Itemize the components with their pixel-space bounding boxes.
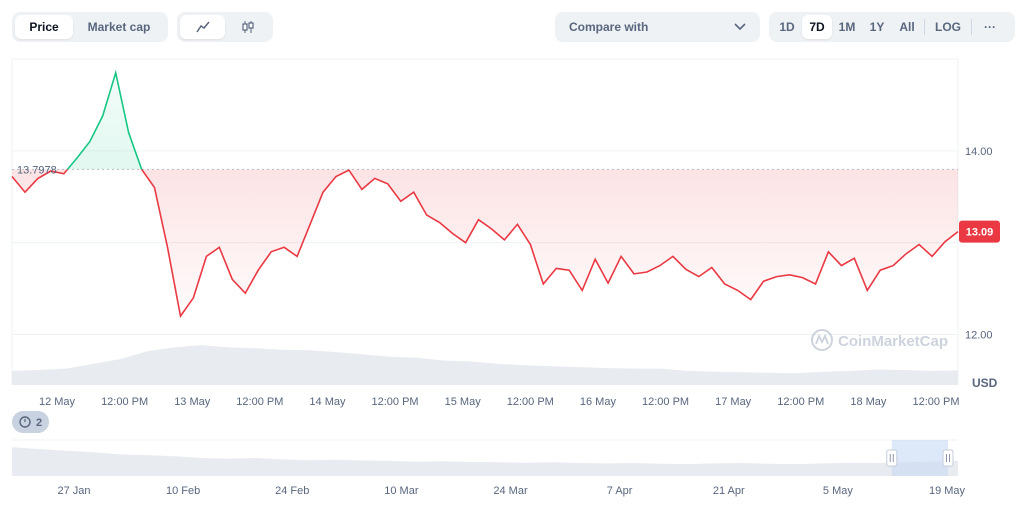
navigator-tick-label: 24 Feb (275, 485, 309, 497)
navigator-tick-label: 10 Mar (384, 485, 419, 497)
navigator-tick-label: 19 May (929, 485, 966, 497)
coinmarketcap-watermark: CoinMarketCap (811, 329, 948, 351)
navigator-handle[interactable] (886, 449, 898, 467)
x-tick-label: 13 May (174, 396, 211, 408)
range-all-button[interactable]: All (899, 20, 915, 34)
navigator-tick-label: 10 Feb (166, 485, 200, 497)
y-axis-unit: USD (972, 376, 998, 390)
price-line-below-baseline (11, 169, 959, 319)
log-scale-button[interactable]: LOG (935, 20, 961, 34)
y-tick-label: 12.00 (965, 329, 993, 341)
more-options-button[interactable]: ··· (984, 20, 996, 34)
x-tick-label: 18 May (850, 396, 887, 408)
navigator-x-axis-labels: 27 Jan 10 Feb 24 Feb 10 Mar 24 Mar 7 Apr 21 Ap… (57, 485, 965, 497)
events-badge: 2 (12, 411, 49, 433)
watermark-text: CoinMarketCap (838, 333, 948, 350)
navigator-tick-label: 5 May (823, 485, 853, 497)
navigator-area (12, 447, 958, 476)
range-1m-button[interactable]: 1M (838, 20, 856, 34)
y-axis-labels: 14.00 12.00 (965, 146, 993, 342)
chevron-down-icon (734, 23, 746, 31)
range-7d-button[interactable]: 7D (802, 15, 832, 39)
events-count: 2 (36, 417, 42, 429)
line-chart-button[interactable] (180, 15, 225, 39)
divider (971, 19, 972, 35)
history-icon (19, 416, 31, 428)
price-line-above-baseline (66, 69, 350, 170)
x-tick-label: 16 May (580, 396, 617, 408)
navigator-selection-window[interactable] (891, 440, 948, 476)
divider (924, 19, 925, 35)
time-range-tabs: 1D 7D 1M 1Y All LOG ··· (769, 12, 1015, 42)
coinmarketcap-logo-stroke (815, 333, 829, 345)
events-badge-pill (12, 411, 49, 433)
x-tick-label: 12:00 PM (372, 396, 419, 408)
navigator-handles[interactable] (886, 449, 954, 467)
navigator-tick-label: 24 Mar (493, 485, 528, 497)
x-tick-label: 12:00 PM (642, 396, 689, 408)
x-axis-labels: 12 May 12:00 PM 13 May 12:00 PM 14 May 12:00 … (39, 396, 960, 408)
current-price-value: 13.09 (966, 227, 994, 239)
x-tick-label: 12:00 PM (236, 396, 283, 408)
x-tick-label: 15 May (445, 396, 482, 408)
x-tick-label: 12:00 PM (777, 396, 824, 408)
x-tick-label: 12:00 PM (101, 396, 148, 408)
compare-with-dropdown[interactable]: Compare with (555, 12, 760, 42)
baseline-price-label: 13.7978 (17, 164, 57, 176)
x-tick-label: 17 May (715, 396, 752, 408)
coinmarketcap-logo-icon (811, 329, 833, 351)
range-1y-button[interactable]: 1Y (869, 20, 885, 34)
candlestick-button[interactable] (225, 15, 270, 39)
navigator-tick-label: 21 Apr (713, 485, 745, 497)
y-tick-label: 14.00 (965, 146, 993, 158)
chart-style-tabs (177, 12, 273, 42)
volume-area (12, 345, 958, 385)
x-tick-label: 12:00 PM (507, 396, 554, 408)
navigator-handle[interactable] (942, 449, 954, 467)
tab-price[interactable]: Price (15, 15, 73, 39)
price-area-below-baseline (12, 169, 958, 317)
x-tick-label: 12:00 PM (912, 396, 959, 408)
navigator-tick-label: 27 Jan (57, 485, 90, 497)
line-chart-icon (195, 21, 210, 33)
current-price-tag: 13.09 (959, 220, 1000, 243)
tab-market-cap[interactable]: Market cap (87, 20, 151, 34)
compare-with-label: Compare with (569, 20, 649, 34)
x-tick-label: 14 May (309, 396, 346, 408)
price-area-above-baseline (12, 72, 958, 170)
x-tick-label: 12 May (39, 396, 76, 408)
navigator-tick-label: 7 Apr (607, 485, 633, 497)
candlestick-icon (241, 21, 254, 33)
current-price-tag-box (959, 220, 1000, 243)
chart-type-tabs: Price Market cap (12, 12, 168, 42)
grid-lines (12, 150, 958, 335)
range-1d-button[interactable]: 1D (779, 20, 795, 34)
